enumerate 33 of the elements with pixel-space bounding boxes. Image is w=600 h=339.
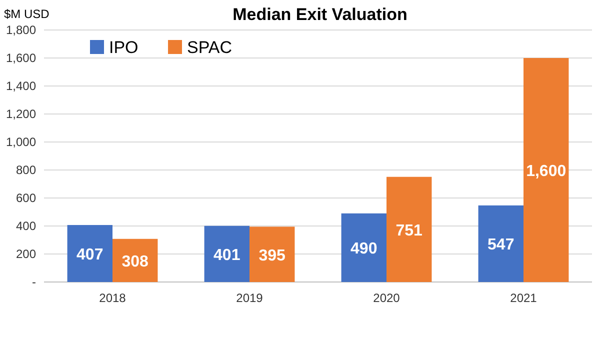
data-label: 1,600 <box>526 163 566 180</box>
bar <box>204 226 250 282</box>
x-tick-label: 2020 <box>373 291 400 305</box>
data-label: 407 <box>76 246 104 264</box>
y-tick-label: 200 <box>16 247 36 261</box>
data-label: 490 <box>350 240 378 258</box>
y-tick-label: 1,000 <box>6 135 36 149</box>
data-label: 547 <box>488 236 514 254</box>
x-tick-label: 2019 <box>236 291 264 305</box>
y-tick-label: 600 <box>16 191 36 205</box>
y-tick-label: 1,600 <box>6 51 36 65</box>
y-tick-label: 400 <box>16 219 36 233</box>
legend-label: SPAC <box>187 38 232 57</box>
y-tick-label: 800 <box>16 163 36 177</box>
y-tick-label: 1,200 <box>6 107 36 121</box>
y-tick-label: 1,400 <box>6 79 36 93</box>
data-label: 401 <box>214 246 240 264</box>
x-tick-label: 2018 <box>99 291 126 305</box>
data-label: 751 <box>396 222 423 240</box>
y-axis-title: $M USD <box>4 7 50 21</box>
legend-label: IPO <box>109 38 138 57</box>
chart-title: Median Exit Valuation <box>232 5 408 24</box>
bar <box>478 205 524 282</box>
bar <box>386 176 432 282</box>
bar <box>67 225 112 282</box>
x-tick-label: 2021 <box>510 291 538 305</box>
y-tick-label: - <box>32 275 36 289</box>
bar <box>250 226 295 282</box>
bar <box>341 213 386 282</box>
bar <box>524 58 569 282</box>
data-label: 395 <box>258 247 286 264</box>
data-label: 308 <box>122 253 149 270</box>
y-tick-label: 1,800 <box>6 23 36 37</box>
